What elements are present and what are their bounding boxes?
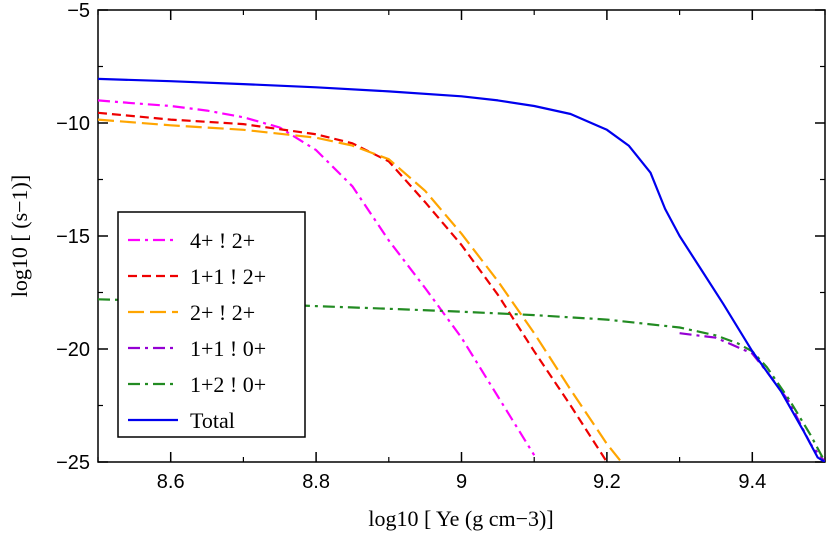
x-tick-label: 9 [456, 471, 467, 493]
y-tick-label: −10 [56, 113, 90, 135]
y-axis-title: log10 [ (s−1)] [7, 175, 32, 297]
y-tick-label: −5 [67, 0, 90, 22]
legend-label: 1+1 ! 2+ [190, 264, 266, 289]
series-line [98, 77, 825, 462]
y-tick-label: −20 [56, 339, 90, 361]
x-axis-title: log10 [ Ye (g cm−3)] [368, 506, 553, 531]
legend-label: 1+2 ! 0+ [190, 372, 266, 397]
legend-label: 4+ ! 2+ [190, 228, 255, 253]
legend-label: Total [190, 408, 235, 433]
y-tick-label: −15 [56, 226, 90, 248]
legend-box [117, 211, 306, 438]
x-tick-label: 9.2 [593, 471, 621, 493]
x-tick-label: 9.4 [738, 471, 766, 493]
legend-label: 1+1 ! 0+ [190, 336, 266, 361]
legend-label: 2+ ! 2+ [190, 300, 255, 325]
series-line [98, 118, 623, 462]
series-line [98, 111, 608, 462]
y-tick-label: −25 [56, 452, 90, 474]
x-tick-label: 8.6 [157, 471, 185, 493]
x-tick-label: 8.8 [302, 471, 330, 493]
series-line [98, 99, 536, 456]
legend: 4+ ! 2+ 1+1 ! 2+ 2+ ! 2+ 1+1 ! 0+ 1+2 ! 0+ To… [117, 211, 306, 438]
